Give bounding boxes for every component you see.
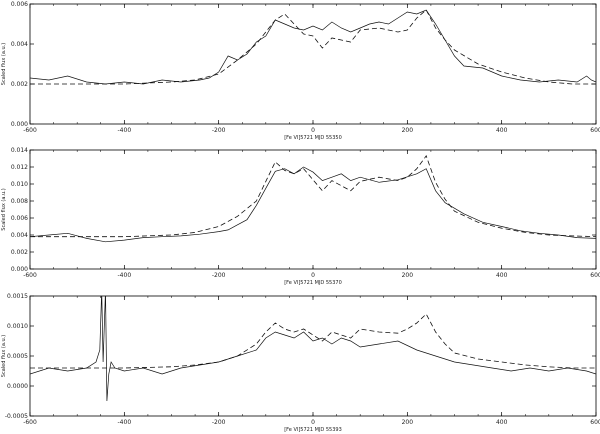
y-tick-label: 0.004 (11, 232, 28, 239)
x-tick-label: 400 (496, 419, 508, 426)
x-tick-label: 400 (496, 127, 508, 134)
y-tick-label: 0.012 (11, 164, 28, 171)
plot-frame (29, 295, 597, 417)
x-axis-title: [Fe VI]5721 MJD 55370 (284, 280, 342, 286)
x-tick-label: 0 (311, 127, 315, 134)
x-tick-label: 200 (402, 419, 414, 426)
y-tick-label: 0.000 (11, 266, 28, 273)
y-axis-title: Scaled flux (a.u.) (1, 43, 7, 85)
y-axis-title: Scaled flux (a.u.) (1, 335, 7, 377)
y-tick-label: 0.014 (11, 147, 28, 154)
y-tick-label: 0.002 (11, 249, 28, 256)
y-tick-label: -0.0005 (5, 413, 28, 420)
y-tick-label: 0.0000 (7, 383, 28, 390)
y-tick-label: 0.000 (11, 121, 28, 128)
x-tick-label: -400 (118, 272, 132, 279)
observed-spectrum-line (30, 9, 596, 85)
y-tick-label: 0.006 (11, 1, 28, 8)
x-tick-label: -200 (212, 127, 226, 134)
x-tick-label: -600 (23, 419, 37, 426)
y-tick-label: 0.010 (11, 181, 28, 188)
x-tick-label: 200 (402, 127, 414, 134)
y-tick-label: 0.004 (11, 41, 28, 48)
chart-panel-3: -600 -400 -200 0 200 400 600 -0.0005 0.0000 0.000… (1, 293, 600, 433)
y-tick-label: 0.0005 (7, 353, 28, 360)
y-tick-label: 0.002 (11, 81, 28, 88)
x-tick-label: -200 (212, 419, 226, 426)
y-tick-label: 0.006 (11, 215, 28, 222)
x-tick-label: 400 (496, 272, 508, 279)
x-tick-label: -200 (212, 272, 226, 279)
model-profile-dashed-line (30, 313, 596, 369)
y-axis-title: Scaled flux (a.u.) (1, 188, 7, 230)
x-tick-label: 0 (311, 272, 315, 279)
x-tick-label: 600 (590, 419, 600, 426)
y-tick-label: 0.0010 (7, 323, 28, 330)
chart-panel-1: -600 -400 -200 0 200 400 600 0.000 0.002 0.004 0.0… (1, 1, 600, 141)
x-axis-title: [Fe VI]5721 MJD 55350 (284, 135, 342, 141)
x-tick-label: 200 (402, 272, 414, 279)
x-tick-label: -600 (23, 272, 37, 279)
x-axis-title: [Fe VI]5721 MJD 55393 (284, 427, 342, 433)
chart-panel-2: -600 -400 -200 0 200 400 600 0.000 0.002 0.004 0.0… (1, 147, 600, 286)
x-tick-label: 600 (590, 272, 600, 279)
x-tick-label: 0 (311, 419, 315, 426)
x-tick-label: 600 (590, 127, 600, 134)
observed-spectrum-line (30, 296, 596, 402)
x-tick-label: -400 (118, 127, 132, 134)
plot-frame (29, 3, 597, 125)
model-profile-dashed-line (30, 155, 596, 238)
observed-spectrum-line (30, 166, 596, 243)
model-profile-dashed-line (30, 9, 596, 85)
y-tick-label: 0.0015 (7, 293, 28, 300)
x-tick-label: -600 (23, 127, 37, 134)
x-tick-label: -400 (118, 419, 132, 426)
y-tick-label: 0.008 (11, 198, 28, 205)
plot-frame (29, 149, 597, 270)
